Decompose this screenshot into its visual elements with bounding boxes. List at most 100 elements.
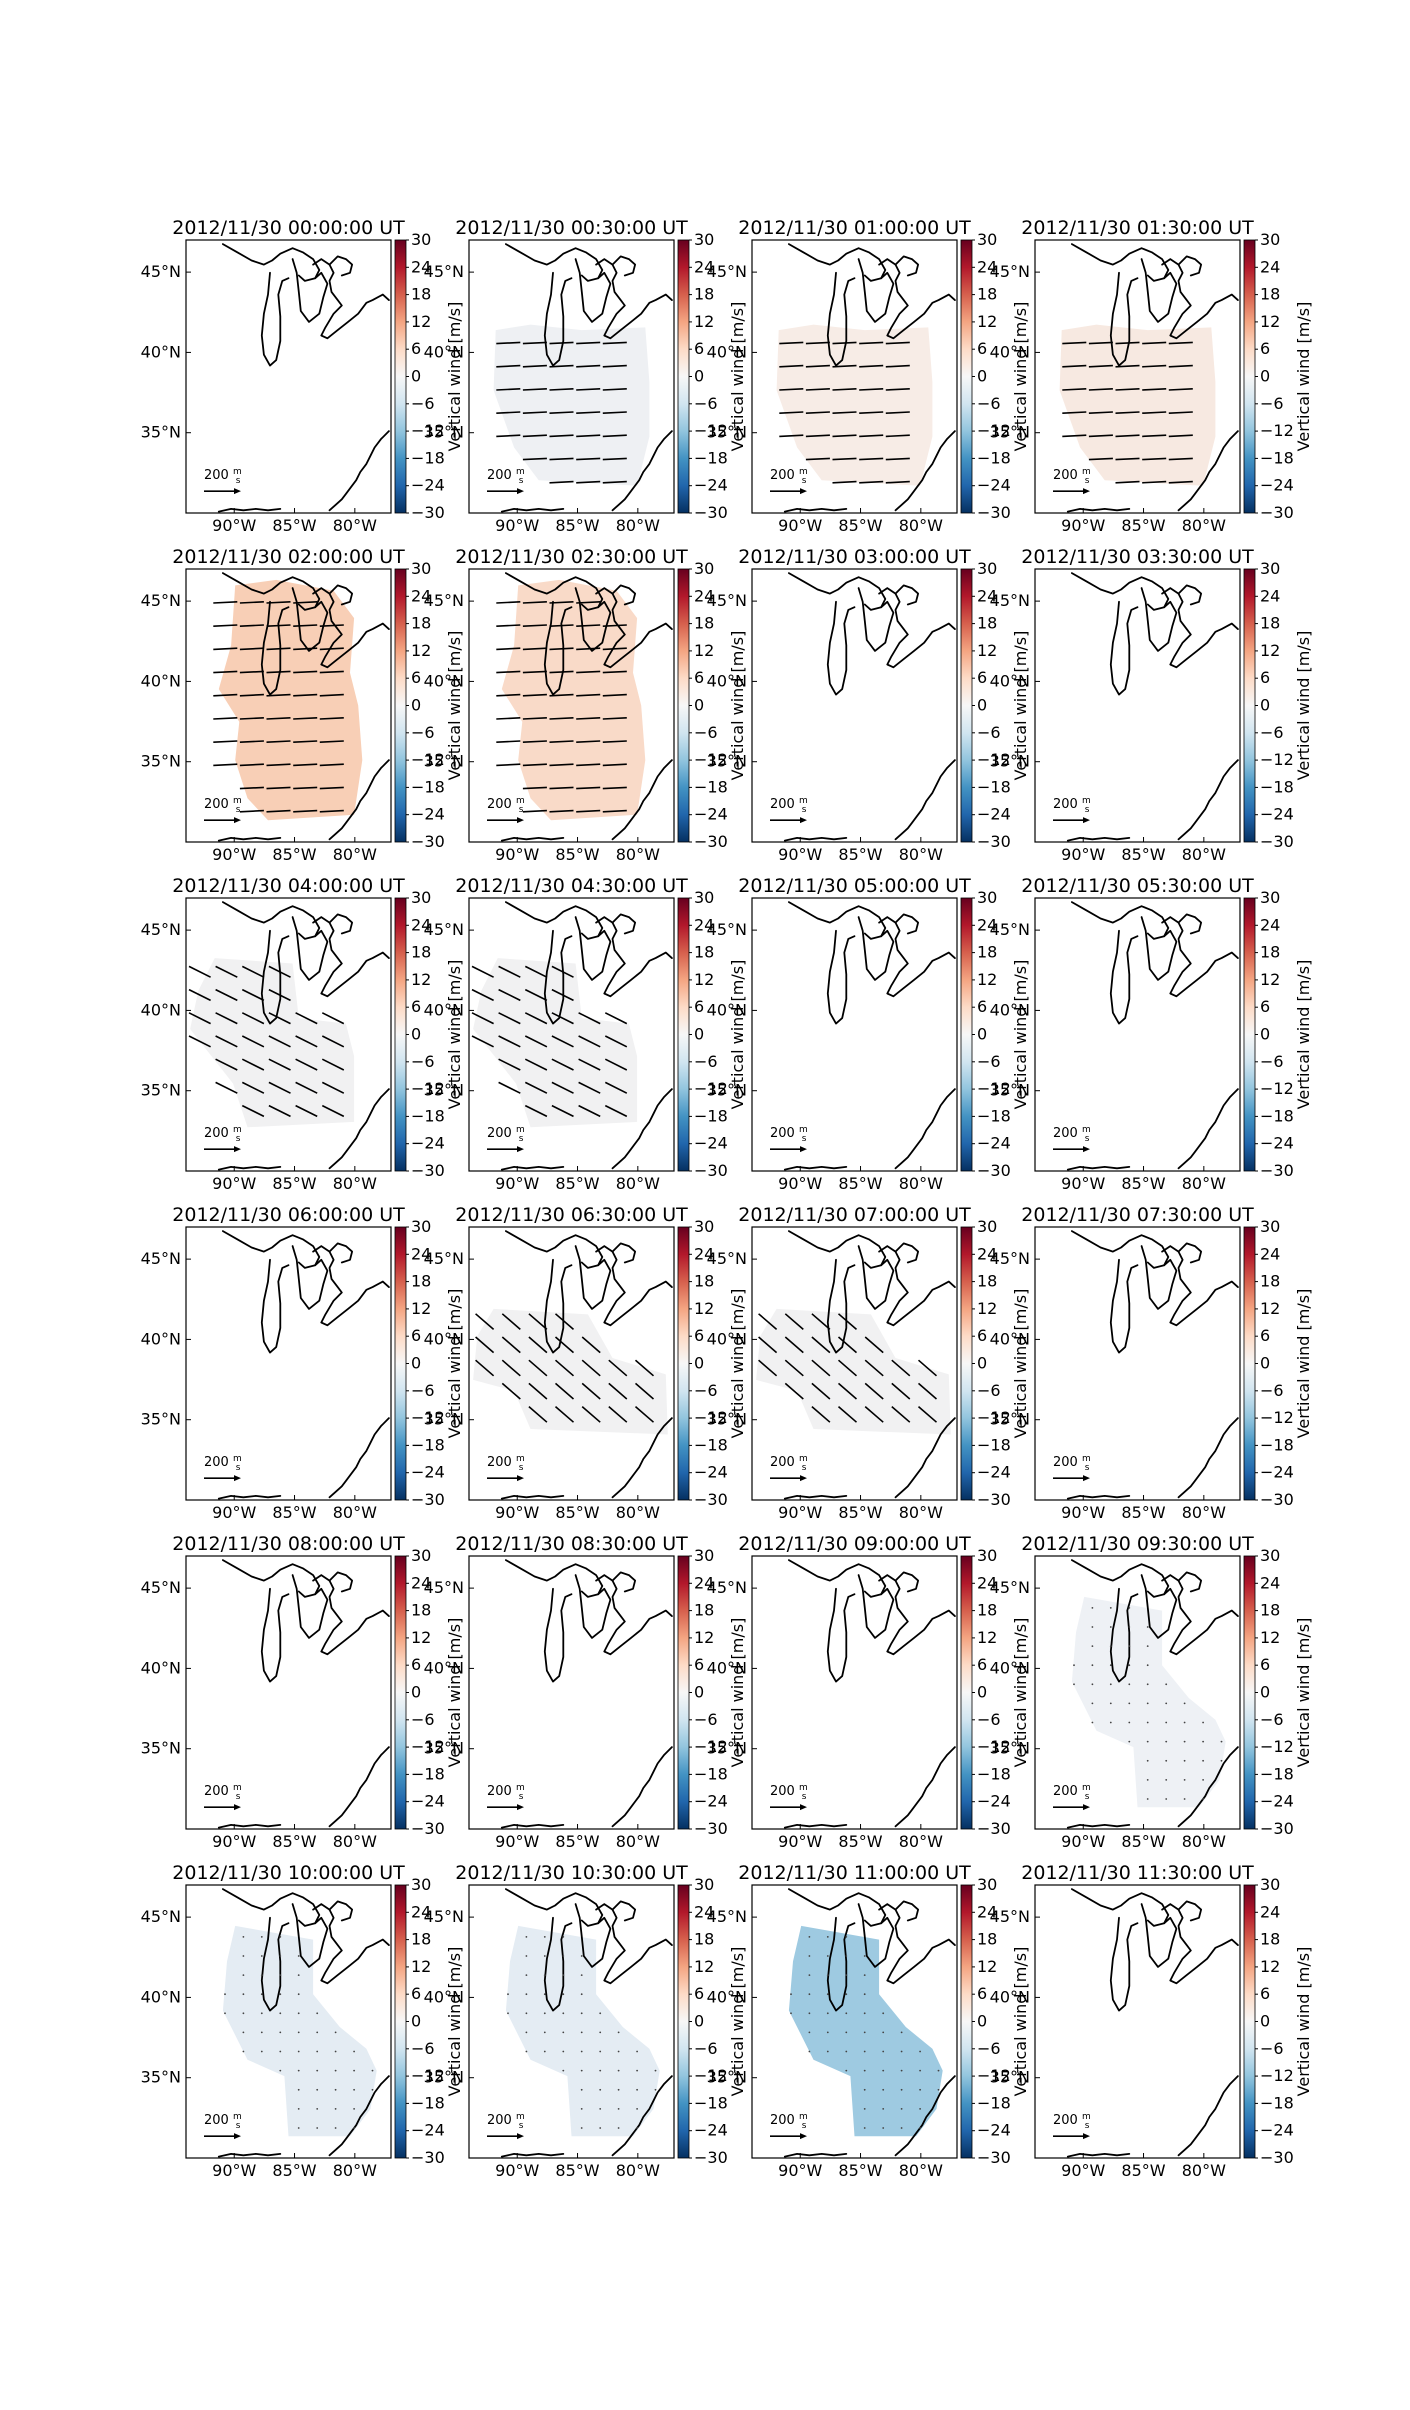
wind-vector: [1073, 1664, 1075, 1667]
colorbar-tick-label: −12: [1260, 2066, 1294, 2085]
wind-vector: [279, 1993, 282, 1996]
wind-vector: [549, 341, 574, 345]
wind-vector: [599, 2108, 602, 2110]
wind-vector: [580, 2127, 583, 2129]
coastline: [1071, 1230, 1170, 1269]
coastline: [543, 929, 573, 1025]
wind-vector: [885, 364, 910, 368]
wind-vector: [599, 2127, 602, 2129]
vector-key-arrowhead: [234, 1475, 241, 1482]
colorbar-tick-label: 6: [977, 1326, 987, 1345]
lat-tick-label: 45°N: [707, 591, 747, 610]
wind-vector: [496, 647, 521, 651]
wind-vector: [604, 1012, 628, 1025]
map-plot-area: [500, 1559, 673, 1829]
wind-field-region: [776, 324, 933, 486]
colorbar-tick-label: 12: [694, 1628, 714, 1647]
wind-vector: [1146, 1740, 1149, 1743]
wind-vector: [805, 388, 830, 391]
colorbar-tick-label: 18: [977, 285, 997, 304]
coastline: [826, 600, 856, 696]
wind-vector: [1220, 1740, 1223, 1743]
wind-vector: [576, 341, 601, 345]
wind-vector: [808, 2012, 811, 2015]
colorbar-tick-label: 12: [1260, 1628, 1280, 1647]
coastline: [217, 2153, 282, 2158]
wind-vector: [316, 2012, 319, 2015]
vector-key-arrowhead: [517, 1804, 524, 1811]
colorbar-tick-label: 0: [1260, 367, 1270, 386]
wind-vector: [241, 988, 265, 1002]
coastline: [611, 1088, 673, 1170]
map-frame: [185, 568, 392, 843]
wind-vector: [334, 2127, 337, 2129]
coastline: [260, 1587, 290, 1683]
wind-vector: [188, 988, 211, 1002]
wind-vector: [808, 1936, 811, 1938]
wind-vector: [297, 2108, 300, 2110]
colorbar-tick-label: 30: [411, 230, 431, 249]
lon-tick-label: 80°W: [899, 1503, 943, 1522]
coastline: [857, 587, 895, 652]
wind-vector: [602, 647, 627, 651]
wind-vector: [266, 601, 291, 604]
wind-vector: [1128, 1721, 1131, 1724]
coastline: [1177, 1088, 1239, 1170]
coastline: [217, 1824, 282, 1829]
colorbar-tick-label: −24: [411, 2121, 445, 2140]
coastline: [328, 255, 353, 277]
colorbar-label: Vertical wind [m/s]: [445, 1947, 464, 2097]
wind-vector: [837, 1313, 858, 1331]
wind-vector: [826, 1955, 829, 1957]
wind-vector: [634, 1405, 655, 1423]
vector-key-arrowhead: [800, 2133, 807, 2140]
coastline: [1071, 572, 1170, 611]
lat-tick-label: 45°N: [141, 920, 181, 939]
lon-tick-label: 80°W: [616, 516, 660, 535]
coastline: [611, 2075, 673, 2157]
wind-vector: [1115, 411, 1140, 414]
colorbar-tick-label: −18: [411, 448, 445, 467]
coastline: [1140, 1245, 1178, 1310]
colorbar-tick-label: −18: [411, 2093, 445, 2112]
coastline: [1140, 916, 1178, 981]
wind-vector: [266, 693, 291, 697]
colorbar-tick-label: 6: [411, 1326, 421, 1345]
coastline: [1177, 1417, 1239, 1499]
wind-vector: [260, 1993, 263, 1996]
map-plot-area: [473, 1230, 673, 1500]
coastline: [505, 1230, 604, 1269]
map-panel: 200 m s 90°W 85°W 80°W 45°N 40°N 35°N 2012/11/30…: [424, 1204, 747, 1522]
wind-vector: [832, 434, 857, 438]
wind-vector: [790, 2012, 792, 2015]
wind-vector: [188, 965, 211, 978]
colorbar-tick-label: 24: [694, 1244, 714, 1263]
colorbar-tick-label: −30: [977, 1490, 1011, 1509]
colorbar-tick-label: 0: [694, 1354, 704, 1373]
colorbar-tick-label: 24: [977, 1244, 997, 1263]
colorbar-tick-label: −30: [977, 1819, 1011, 1838]
wind-vector: [784, 1313, 804, 1331]
wind-vector: [636, 2127, 638, 2129]
colorbar-tick-label: −18: [411, 1435, 445, 1454]
wind-vector: [334, 2108, 337, 2110]
colorbar-tick-label: −30: [411, 503, 445, 522]
vector-key-arrowhead: [517, 1475, 524, 1482]
wind-vector: [266, 624, 291, 627]
wind-vector: [549, 786, 574, 790]
wind-vector: [213, 693, 238, 697]
coastline: [312, 587, 390, 669]
wind-vector: [507, 2012, 509, 2015]
wind-vector: [293, 717, 318, 720]
map-panel: 200 m s 90°W 85°W 80°W 45°N 40°N 35°N 2012/11/30…: [141, 546, 464, 864]
coastline: [788, 243, 887, 282]
map-panel: 200 m s 90°W 85°W 80°W 45°N 40°N 35°N 2012/11/30…: [141, 875, 464, 1193]
wind-vector: [758, 1359, 778, 1377]
colorbar-tick-label: −24: [1260, 805, 1294, 824]
wind-vector: [522, 624, 547, 627]
wind-vector: [602, 388, 627, 391]
lon-tick-label: 85°W: [272, 845, 316, 864]
wind-vector: [576, 388, 601, 391]
colorbar-tick-label: 30: [694, 230, 714, 249]
